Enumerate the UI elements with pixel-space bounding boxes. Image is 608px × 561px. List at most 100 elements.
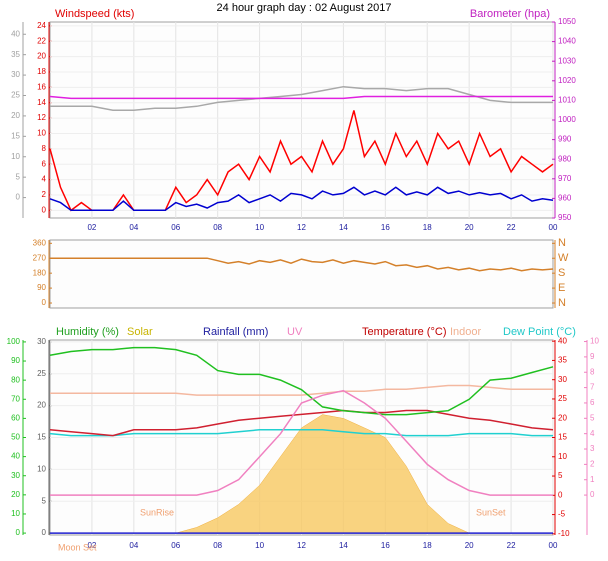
y-tick-label: -5 <box>558 510 566 519</box>
y-tick-label: 4 <box>590 429 595 438</box>
legend-label: Windspeed (kts) <box>55 8 134 20</box>
y-tick-label: 950 <box>558 213 572 222</box>
y-tick-label: 10 <box>590 337 599 346</box>
y-tick-label: 6 <box>590 398 595 407</box>
line <box>49 346 554 416</box>
x-tick-label: 20 <box>465 541 474 550</box>
line <box>49 409 554 437</box>
x-tick-label: 02 <box>87 541 96 550</box>
legend-label: Temperature (°C) <box>362 326 446 338</box>
y-tick-label: 0 <box>42 528 47 537</box>
y-tick-label: 10 <box>37 129 46 138</box>
y-tick-label: 1040 <box>558 37 576 46</box>
line <box>49 186 554 212</box>
y-tick-label: 50 <box>11 433 20 442</box>
y-tick-label: 5 <box>558 471 563 480</box>
y-tick-label: 90 <box>37 283 46 292</box>
y-tick-label: 8 <box>590 367 595 376</box>
y-tick-label: 22 <box>37 36 46 45</box>
y-tick-label: 20 <box>37 401 46 410</box>
y-tick-label: 6 <box>42 159 47 168</box>
y-tick-label: 1 <box>590 475 595 484</box>
y-tick-label: 0 <box>590 490 595 499</box>
legend-label: Solar <box>127 326 153 338</box>
x-tick-label: 10 <box>255 541 264 550</box>
y-tick-label: 5 <box>16 172 21 181</box>
x-tick-label: 12 <box>297 223 306 232</box>
y-tick-label: 0 <box>42 298 47 307</box>
y-tick-label: 9 <box>590 352 595 361</box>
x-tick-label: 16 <box>381 541 390 550</box>
y-tick-label: 40 <box>11 452 20 461</box>
y-tick-label: 270 <box>33 253 47 262</box>
annotation: Moon Set <box>58 542 97 552</box>
y-tick-label: 10 <box>37 464 46 473</box>
legend-label: Humidity (%) <box>56 326 119 338</box>
x-tick-label: 22 <box>507 223 516 232</box>
y-tick-label: 35 <box>558 356 567 365</box>
y-tick-label: 30 <box>11 70 20 79</box>
x-tick-label: 20 <box>465 223 474 232</box>
y-tick-label: 5 <box>42 496 47 505</box>
y-tick-label: 90 <box>11 356 20 365</box>
plot-area <box>49 239 554 309</box>
y-tick-label: 1000 <box>558 115 576 124</box>
x-tick-label: 18 <box>423 223 432 232</box>
legend-label: Barometer (hpa) <box>470 8 550 20</box>
y-tick-label: 60 <box>11 413 20 422</box>
line <box>50 85 553 111</box>
y-tick-label: 0 <box>42 205 47 214</box>
x-tick-label: 08 <box>213 541 222 550</box>
y-tick-label: S <box>558 267 565 279</box>
legend-label: Rainfall (mm) <box>203 326 268 338</box>
x-tick-label: 16 <box>381 223 390 232</box>
y-tick-label: N <box>558 237 566 249</box>
y-tick-label: N <box>558 297 566 309</box>
line <box>50 389 553 496</box>
x-tick-label: 00 <box>549 541 558 550</box>
y-tick-label: 990 <box>558 135 572 144</box>
y-tick-label: -10 <box>558 529 570 538</box>
y-tick-label: 180 <box>33 268 47 277</box>
x-tick-label: 06 <box>171 223 180 232</box>
y-tick-label: 30 <box>37 337 46 346</box>
y-tick-label: 40 <box>11 29 20 38</box>
y-tick-label: 970 <box>558 174 572 183</box>
y-tick-label: 10 <box>558 452 567 461</box>
annotation: SunRise <box>140 507 174 517</box>
y-tick-label: 10 <box>11 509 20 518</box>
x-tick-label: 08 <box>213 223 222 232</box>
legend-label: Dew Point (°C) <box>503 326 576 338</box>
x-tick-label: 10 <box>255 223 264 232</box>
y-tick-label: 0 <box>558 490 563 499</box>
y-tick-label: 2 <box>590 459 595 468</box>
x-tick-label: 22 <box>507 541 516 550</box>
line <box>50 257 554 272</box>
y-tick-label: W <box>558 252 569 264</box>
y-tick-label: E <box>558 282 565 294</box>
y-tick-label: 20 <box>11 490 20 499</box>
y-tick-label: 40 <box>558 336 567 345</box>
y-tick-label: 30 <box>558 375 567 384</box>
y-tick-label: 15 <box>558 433 567 442</box>
y-tick-label: 15 <box>37 433 46 442</box>
y-tick-label: 100 <box>7 337 21 346</box>
y-tick-label: 8 <box>42 144 47 153</box>
y-tick-label: 7 <box>590 383 595 392</box>
x-tick-label: 14 <box>339 223 348 232</box>
y-tick-label: 2 <box>42 190 47 199</box>
line <box>49 95 553 100</box>
y-tick-label: 1050 <box>558 17 576 26</box>
annotation: SunSet <box>476 507 506 517</box>
line <box>50 384 553 396</box>
y-tick-label: 0 <box>16 193 21 202</box>
y-tick-label: 0 <box>16 528 21 537</box>
y-tick-label: 30 <box>11 471 20 480</box>
y-tick-label: 360 <box>33 238 47 247</box>
x-tick-label: 18 <box>423 541 432 550</box>
x-tick-label: 00 <box>549 223 558 232</box>
y-tick-label: 12 <box>37 113 46 122</box>
chart-title: 24 hour graph day : 02 August 2017 <box>217 2 392 14</box>
x-tick-label: 14 <box>339 541 348 550</box>
